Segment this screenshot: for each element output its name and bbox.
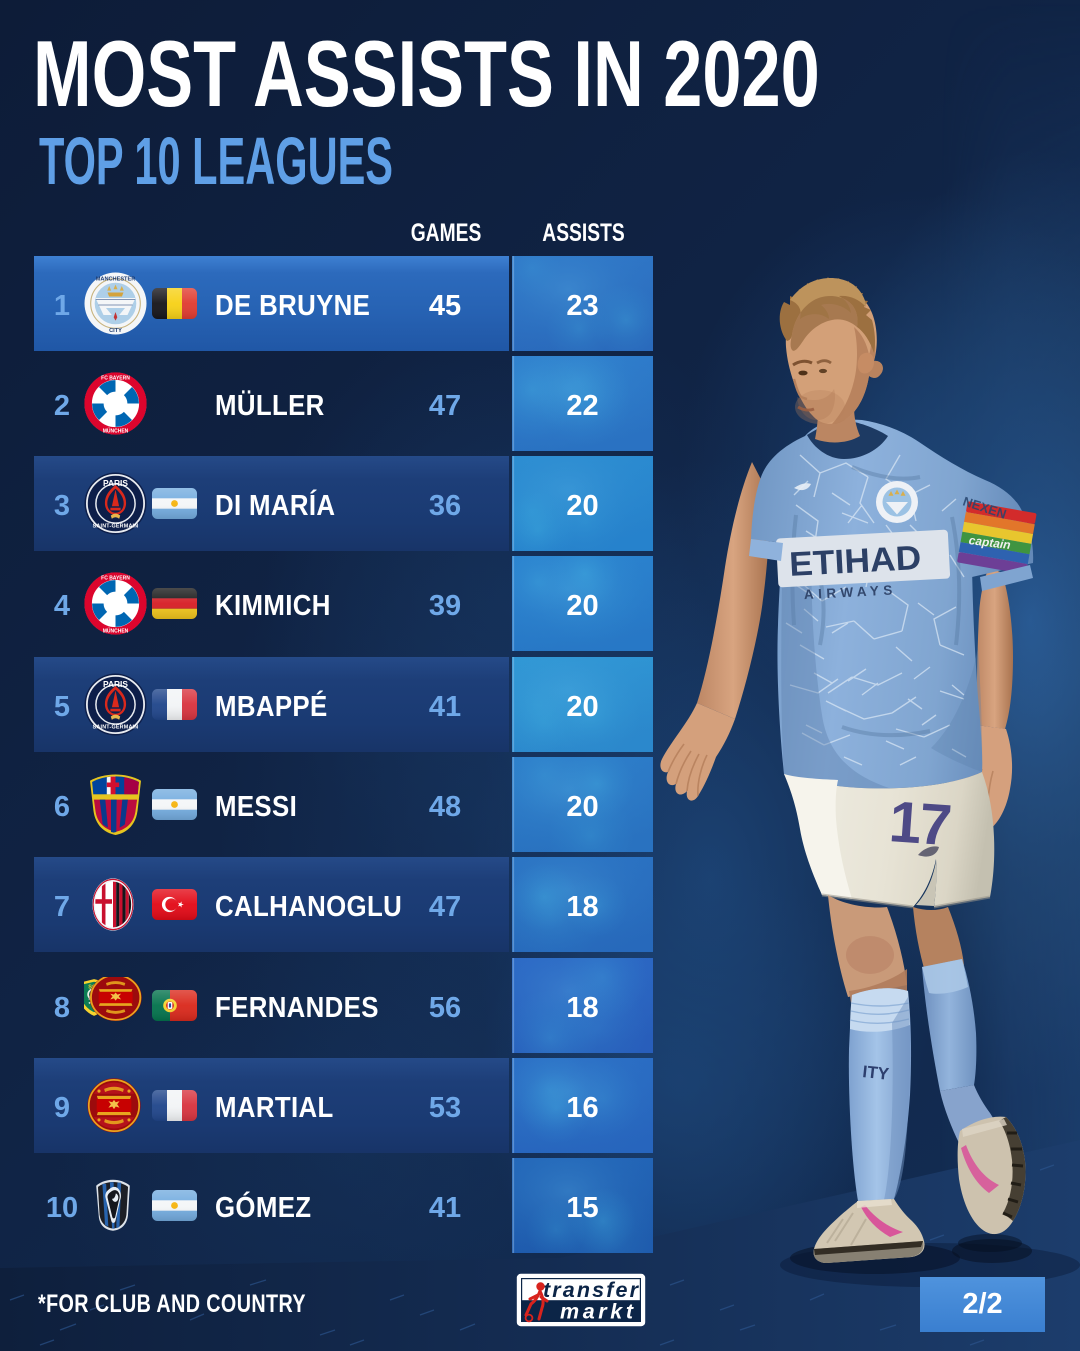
- svg-text:17: 17: [887, 789, 952, 858]
- svg-text:FC BAYERN: FC BAYERN: [101, 375, 130, 381]
- svg-text:captain: captain: [968, 533, 1011, 552]
- svg-text:transfer: transfer: [543, 1278, 640, 1302]
- svg-text:MÜNCHEN: MÜNCHEN: [103, 427, 129, 434]
- svg-text:ETIHAD: ETIHAD: [788, 539, 922, 584]
- svg-text:MANCHESTER: MANCHESTER: [96, 276, 135, 282]
- svg-text:AIRWAYS: AIRWAYS: [803, 582, 897, 602]
- svg-text:CITY: CITY: [109, 328, 122, 334]
- svg-text:SAINT-GERMAIN: SAINT-GERMAIN: [93, 523, 139, 529]
- svg-text:MÜNCHEN: MÜNCHEN: [103, 628, 129, 635]
- svg-text:PARIS: PARIS: [103, 679, 128, 689]
- svg-text:SAINT-GERMAIN: SAINT-GERMAIN: [93, 724, 139, 730]
- svg-text:FC BAYERN: FC BAYERN: [101, 576, 130, 582]
- svg-text:PARIS: PARIS: [103, 478, 128, 488]
- svg-text:ITY: ITY: [862, 1062, 891, 1084]
